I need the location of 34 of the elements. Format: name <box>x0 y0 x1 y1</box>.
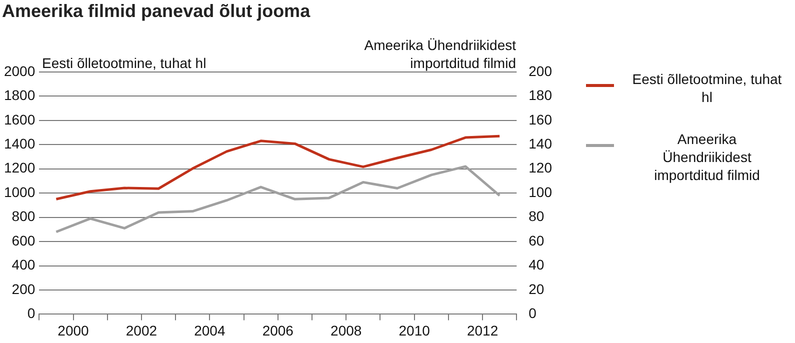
y-tick-label: 200 <box>12 280 36 297</box>
y2-tick-label: 20 <box>528 280 544 297</box>
y-tick-label: 1000 <box>4 184 36 200</box>
y-tick-label: 2000 <box>4 62 36 79</box>
y2-tick-label: 60 <box>528 232 544 248</box>
legend-label: Eesti õlletootmine, tuhat hl <box>632 70 782 106</box>
y2-tick-label: 160 <box>528 111 552 128</box>
chart-title: Ameerika filmid panevad õlut jooma <box>2 1 310 22</box>
y-tick-label: 1600 <box>4 111 36 128</box>
y2-tick-label: 200 <box>528 62 552 79</box>
x-tick-label: 2002 <box>126 322 158 338</box>
y2-tick-label: 0 <box>528 305 537 322</box>
y2-tick-label: 140 <box>528 136 552 152</box>
y-axis-title: Eesti õlletootmine, tuhat hl <box>42 55 206 71</box>
y-tick-label: 1800 <box>4 87 36 104</box>
x-tick-label: 2012 <box>466 322 498 338</box>
x-tick-label: 2008 <box>330 322 362 338</box>
y2-tick-label: 120 <box>528 160 552 176</box>
text: Ameerika Ühendriikidest importditud filmid <box>653 130 761 184</box>
y2-tick-label: 40 <box>528 256 544 273</box>
y-tick-label: 1400 <box>4 136 36 152</box>
y2-tick-label: 100 <box>528 184 552 200</box>
x-tick-label: 2010 <box>398 322 430 338</box>
x-tick-label: 2000 <box>58 322 90 338</box>
y2-tick-label: 80 <box>528 208 544 224</box>
x-tick-label: 2004 <box>194 322 226 338</box>
y-tick-label: 600 <box>12 232 36 248</box>
y-tick-label: 400 <box>12 256 36 273</box>
x-tick-label: 2006 <box>262 322 294 338</box>
y2-axis-title: Ameerika Ühendriikidest importditud filmid <box>363 36 516 72</box>
y-tick-label: 800 <box>12 208 36 224</box>
y-tick-label: 0 <box>27 305 36 322</box>
y-tick-label: 1200 <box>4 160 36 176</box>
y2-tick-label: 180 <box>528 87 552 104</box>
